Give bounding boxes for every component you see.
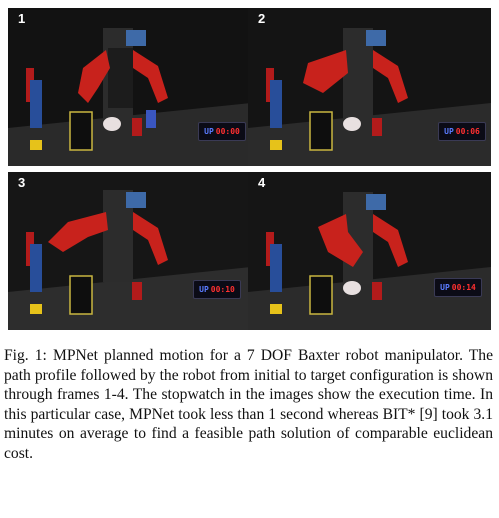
stopwatch-display: UP 00:00 [198, 122, 246, 141]
robot-scene-image [248, 172, 491, 330]
stopwatch-prefix: UP [204, 127, 214, 136]
stopwatch-time: 00:14 [451, 283, 476, 292]
stopwatch-prefix: UP [444, 127, 454, 136]
frame-2: 2 UP 00:06 [248, 8, 491, 166]
stopwatch-time: 00:00 [215, 127, 240, 136]
figure: 1 UP 00:00 2 UP 00:06 [8, 8, 491, 330]
stopwatch-display: UP 00:14 [434, 278, 482, 297]
frame-number: 1 [18, 11, 26, 26]
frame-number: 3 [18, 175, 26, 190]
figure-caption: Fig. 1: MPNet planned motion for a 7 DOF… [4, 346, 493, 464]
stopwatch-prefix: UP [440, 283, 450, 292]
frame-1: 1 UP 00:00 [8, 8, 251, 166]
stopwatch-time: 00:06 [455, 127, 480, 136]
frame-number: 2 [258, 11, 266, 26]
robot-scene-image [8, 8, 251, 166]
caption-text: MPNet planned motion for a 7 DOF Baxter … [4, 347, 494, 462]
frame-4: 4 UP 00:14 [248, 172, 491, 330]
caption-label: Fig. 1: [4, 347, 47, 364]
stopwatch-time: 00:10 [210, 285, 235, 294]
stopwatch-display: UP 00:06 [438, 122, 486, 141]
stopwatch-display: UP 00:10 [193, 280, 241, 299]
robot-scene-image [8, 172, 251, 330]
frame-number: 4 [258, 175, 266, 190]
robot-scene-image [248, 8, 491, 166]
stopwatch-prefix: UP [199, 285, 209, 294]
frame-3: 3 UP 00:10 [8, 172, 251, 330]
